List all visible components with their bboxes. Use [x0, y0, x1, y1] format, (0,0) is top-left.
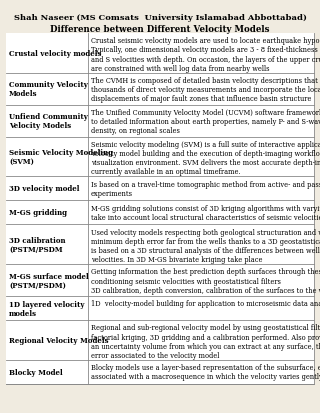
Text: Shah Naseer (MS Comsats  University Islamabad Abbottabad): Shah Naseer (MS Comsats University Islam… — [13, 14, 307, 22]
Text: The CVMH is composed of detailed basin velocity descriptions that are based on t: The CVMH is composed of detailed basin v… — [91, 77, 320, 103]
Text: Crustal velocity models: Crustal velocity models — [9, 50, 101, 58]
Bar — [6, 225, 314, 265]
Text: M-GS surface model
(PSTM/PSDM): M-GS surface model (PSTM/PSDM) — [9, 272, 89, 289]
Text: M-GS gridding solutions consist of 3D kriging algorithms with varying parameters: M-GS gridding solutions consist of 3D kr… — [91, 204, 320, 221]
Bar — [6, 201, 314, 225]
Bar — [6, 137, 314, 177]
Bar — [6, 360, 314, 384]
Text: Blocky Model: Blocky Model — [9, 368, 63, 376]
Bar — [6, 34, 314, 384]
Text: The Unified Community Velocity Model (UCVM) software framework provides access
t: The Unified Community Velocity Model (UC… — [91, 109, 320, 135]
Text: Community Velocity
Models: Community Velocity Models — [9, 81, 88, 98]
Text: Seismic velocity modeling (SVM) is a full suite of interactive applications enab: Seismic velocity modeling (SVM) is a ful… — [91, 140, 320, 176]
Bar — [6, 297, 314, 320]
Text: Unfiend Community
Velocity Models: Unfiend Community Velocity Models — [9, 113, 88, 130]
Text: 3D velocity model: 3D velocity model — [9, 185, 79, 193]
Text: 1D layered velocity
models: 1D layered velocity models — [9, 300, 84, 317]
Text: 1D  velocity-model building for application to microseismic data analysis.: 1D velocity-model building for applicati… — [91, 299, 320, 308]
Text: Blocky models use a layer-based representation of the subsurface, each layer bei: Blocky models use a layer-based represen… — [91, 363, 320, 380]
Bar — [6, 74, 314, 105]
Text: Getting information the best prediction depth surfaces through these 4 possible : Getting information the best prediction … — [91, 268, 320, 294]
Bar — [6, 320, 314, 360]
Text: Crustal seismic velocity models are used to locate earthquake hypocenters.
Typic: Crustal seismic velocity models are used… — [91, 37, 320, 73]
Text: Regional Velocity Models: Regional Velocity Models — [9, 336, 108, 344]
Bar — [6, 34, 314, 74]
Bar — [6, 265, 314, 297]
Text: Regional and sub-regional velocity model by using geostatistical filtering algor: Regional and sub-regional velocity model… — [91, 324, 320, 359]
Text: 3D calibration
(PSTM/PSDM: 3D calibration (PSTM/PSDM — [9, 236, 66, 253]
Text: Is based on a travel-time tomographic method from active- and passive-source
exp: Is based on a travel-time tomographic me… — [91, 180, 320, 197]
Text: M-GS gridding: M-GS gridding — [9, 209, 67, 217]
Bar — [6, 177, 314, 201]
Text: Used velocity models respecting both geological structuration and well data with: Used velocity models respecting both geo… — [91, 228, 320, 263]
Bar — [6, 105, 314, 137]
Text: Seismic Velocity Modeling
(SVM): Seismic Velocity Modeling (SVM) — [9, 149, 113, 166]
Text: Difference between Different Velocity Models: Difference between Different Velocity Mo… — [50, 25, 270, 34]
